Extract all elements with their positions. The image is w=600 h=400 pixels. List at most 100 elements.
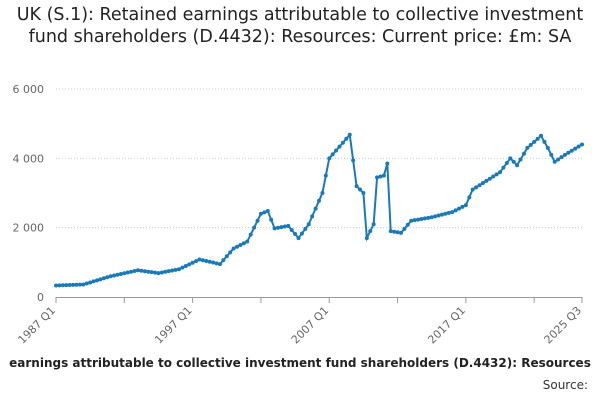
data-point: [67, 283, 72, 288]
data-point: [436, 213, 441, 218]
data-point: [98, 277, 103, 282]
data-point: [200, 258, 205, 263]
data-point: [317, 198, 321, 203]
data-point: [491, 174, 496, 179]
legend-entry: earnings attributable to collective inve…: [9, 356, 591, 370]
data-point: [467, 195, 472, 200]
x-tick-label: 2017 Q1: [425, 304, 468, 347]
data-point: [156, 271, 161, 276]
data-point: [480, 181, 485, 186]
data-point: [299, 231, 304, 236]
data-point: [289, 227, 294, 232]
data-point: [146, 269, 151, 274]
data-point: [197, 257, 202, 262]
data-point: [64, 283, 69, 288]
data-point: [125, 270, 130, 275]
data-point: [231, 246, 236, 251]
data-point: [84, 281, 89, 286]
data-point: [214, 261, 219, 266]
data-point: [405, 222, 410, 227]
data-point: [539, 133, 544, 138]
data-point: [378, 174, 383, 179]
data-point: [337, 144, 342, 149]
data-point: [487, 176, 492, 181]
data-point: [258, 211, 263, 216]
data-point: [57, 283, 62, 288]
data-point: [313, 206, 318, 211]
x-tick-label: 2007 Q1: [289, 304, 332, 347]
data-point: [238, 243, 243, 247]
data-point: [381, 173, 386, 178]
data-point: [549, 152, 554, 157]
data-point: [334, 148, 339, 153]
data-point: [573, 146, 578, 151]
data-point: [535, 136, 540, 141]
data-point: [525, 145, 530, 150]
data-point: [450, 210, 455, 215]
data-point: [91, 279, 96, 284]
data-point: [446, 210, 451, 215]
data-point: [173, 267, 178, 272]
data-point: [272, 226, 277, 231]
y-tick-label: 6 000: [13, 83, 45, 96]
data-point: [545, 145, 550, 150]
data-point: [293, 232, 298, 237]
data-point: [419, 217, 424, 221]
data-point: [395, 230, 400, 235]
y-tick-label: 0: [37, 291, 44, 304]
data-point: [118, 271, 123, 276]
data-point: [569, 148, 574, 153]
data-point: [217, 262, 222, 267]
data-point: [453, 208, 458, 213]
data-point: [532, 139, 537, 144]
data-point: [262, 210, 267, 215]
x-tick-label: 1997 Q1: [152, 304, 195, 347]
data-point: [361, 191, 366, 195]
data-point: [385, 161, 390, 166]
data-point: [245, 239, 250, 244]
data-point: [347, 132, 352, 137]
data-point: [132, 269, 137, 274]
data-point: [139, 268, 144, 273]
data-point: [515, 163, 520, 168]
data-point: [279, 225, 284, 230]
data-point: [580, 142, 584, 147]
data-point: [504, 160, 509, 165]
x-tick-label: 1987 Q1: [16, 304, 59, 347]
data-point: [112, 273, 117, 278]
data-point: [204, 259, 209, 264]
data-point: [122, 271, 127, 276]
data-point: [323, 173, 328, 178]
data-point: [320, 191, 325, 195]
data-point: [566, 150, 571, 155]
data-point: [190, 260, 195, 265]
data-point: [306, 222, 311, 227]
axes: 0 2 000 4 000 6 000 1987 Q1 1997 Q1 2007 Q1 201…: [13, 83, 585, 346]
data-point: [269, 217, 274, 222]
data-point: [422, 216, 427, 221]
data-point: [265, 209, 270, 214]
data-point: [443, 211, 448, 216]
data-point: [556, 157, 561, 162]
data-point: [576, 144, 581, 149]
data-point: [241, 241, 246, 246]
data-point: [416, 217, 421, 222]
data-point: [129, 269, 134, 274]
data-point: [351, 158, 356, 163]
data-point: [142, 269, 147, 274]
source-label: Source:: [543, 378, 588, 392]
data-point: [518, 157, 523, 162]
data-point: [183, 264, 188, 269]
data-point: [439, 212, 444, 217]
y-tick-label: 4 000: [13, 152, 45, 165]
data-point: [460, 204, 465, 209]
data-point: [470, 187, 475, 192]
data-point: [224, 254, 229, 259]
data-point: [354, 184, 359, 189]
data-point: [340, 140, 345, 145]
data-point: [327, 156, 332, 161]
data-point: [474, 185, 479, 190]
data-point: [371, 222, 376, 227]
data-point: [135, 268, 140, 273]
data-point: [194, 259, 199, 264]
